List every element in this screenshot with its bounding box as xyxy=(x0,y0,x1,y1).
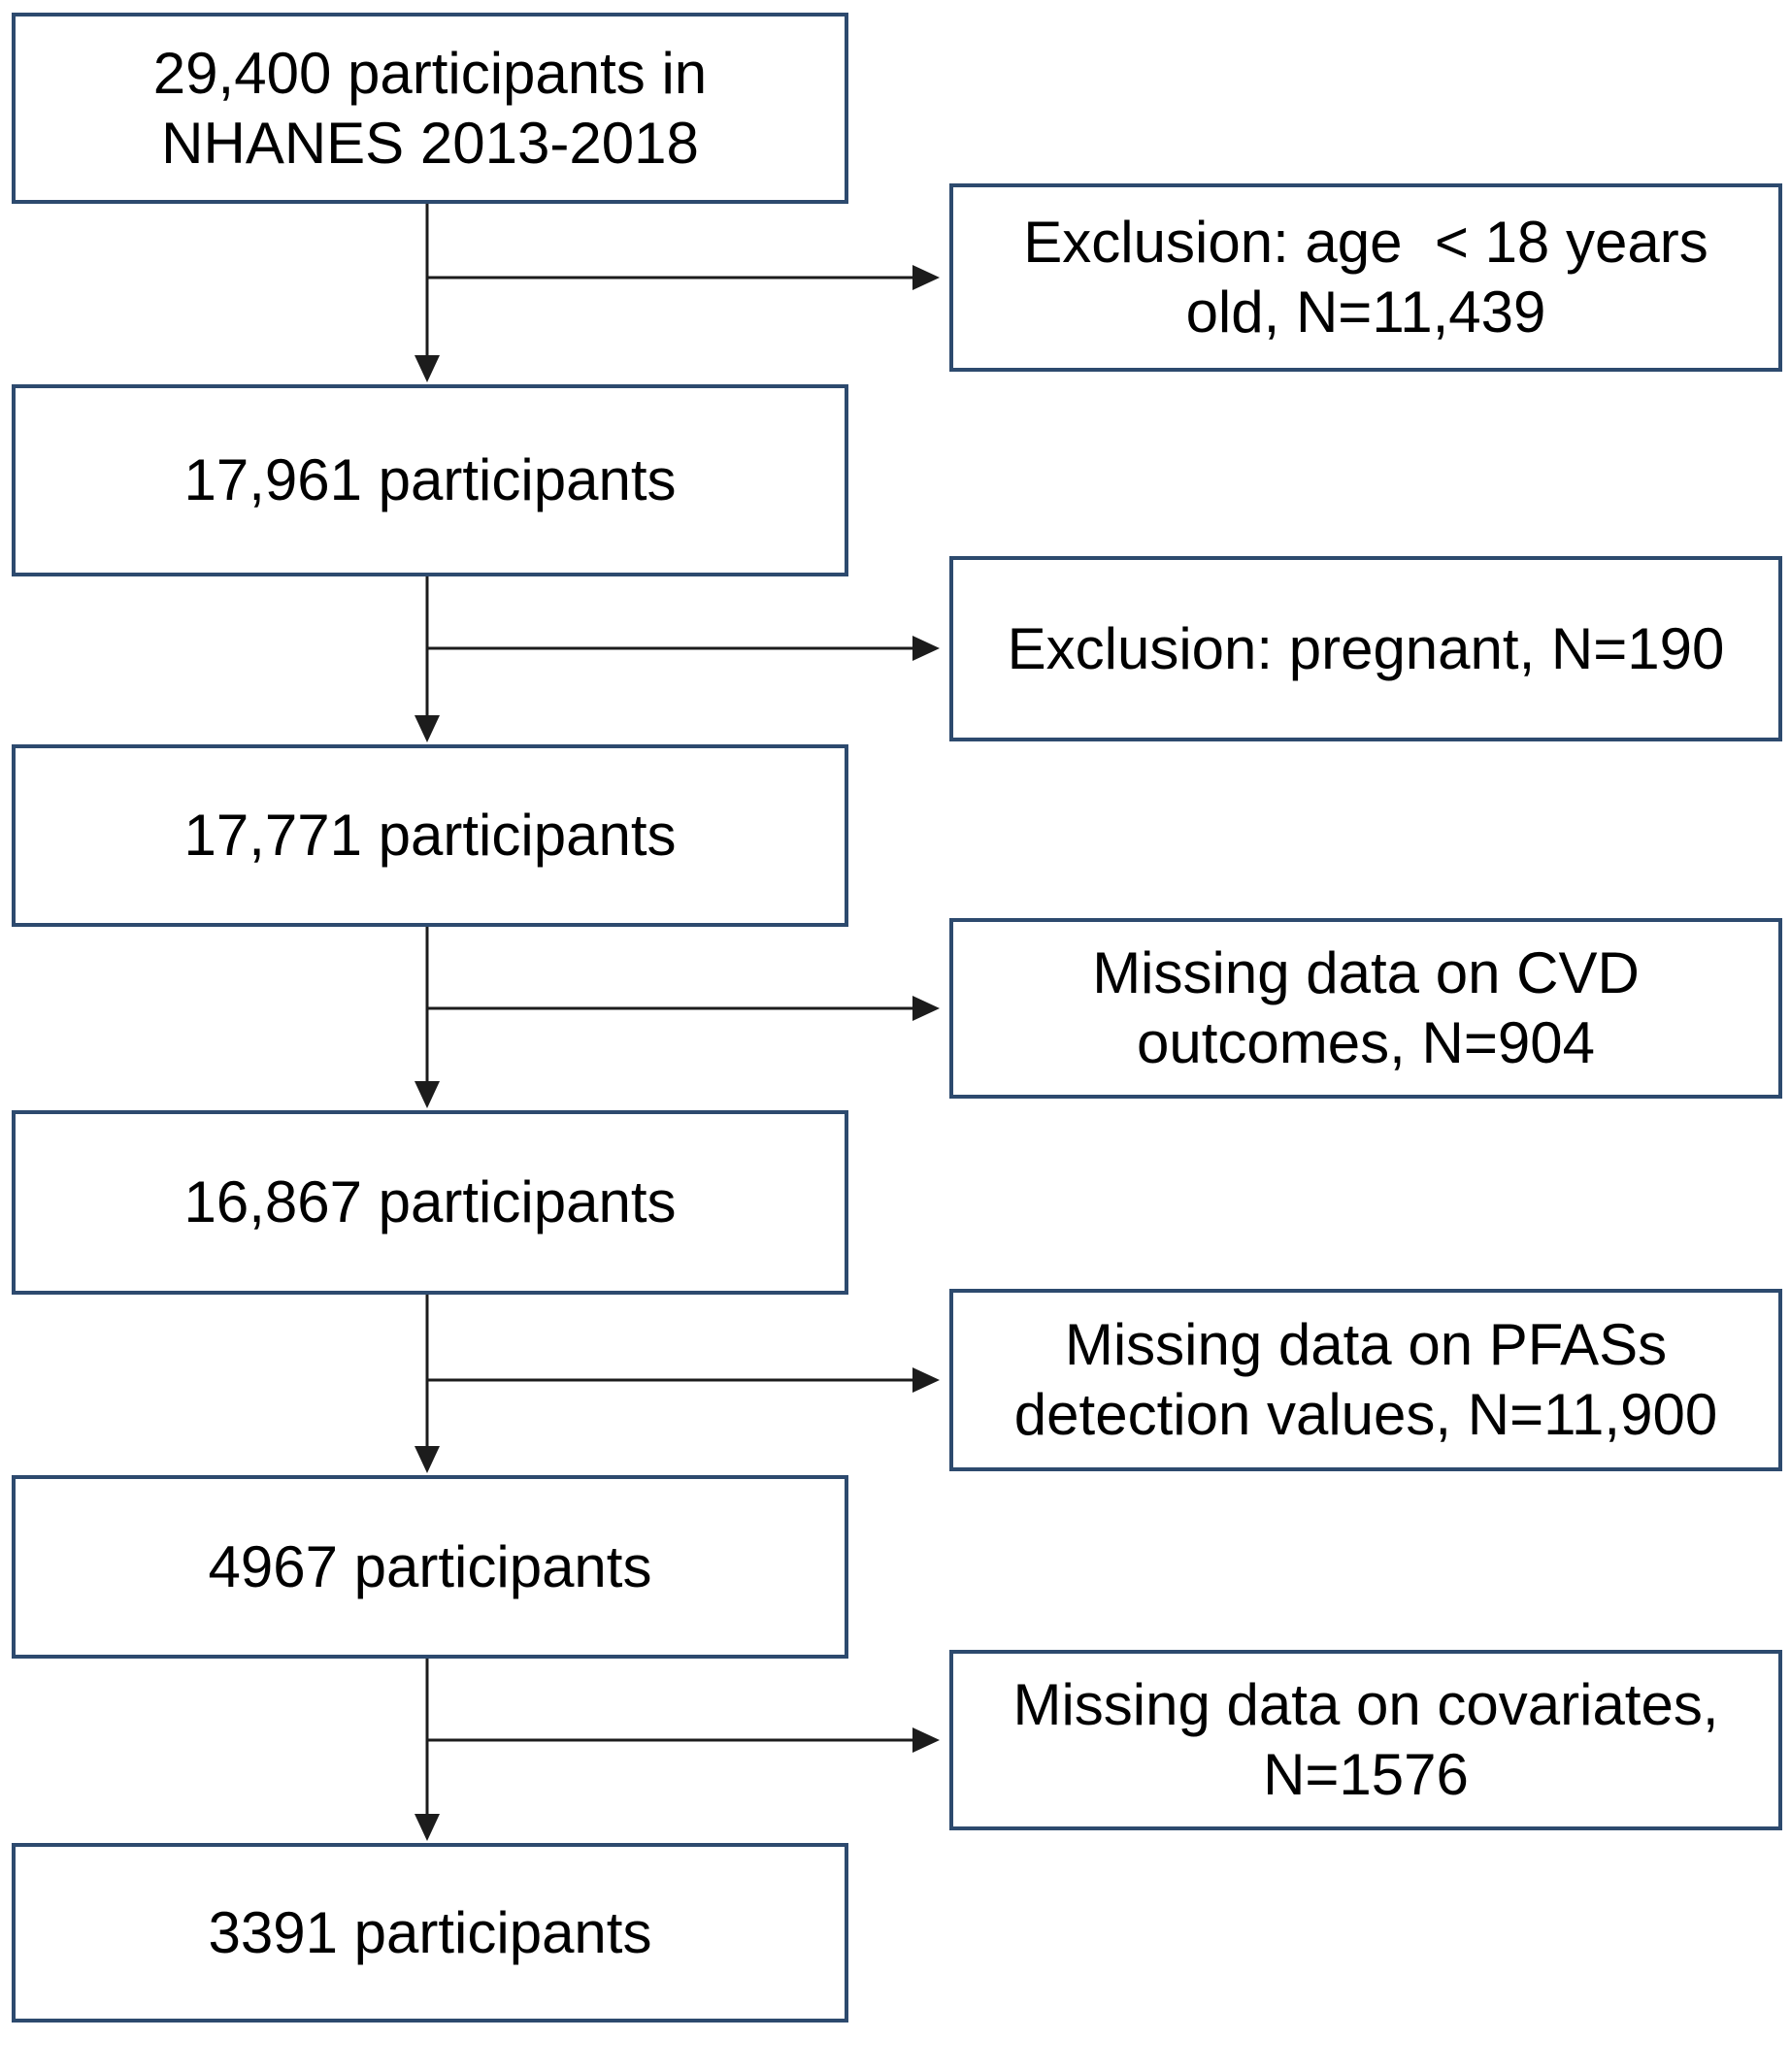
arrow-right-3 xyxy=(427,996,940,1021)
box-participants-16867-label: 16,867 participants xyxy=(183,1169,677,1234)
arrow-down-4 xyxy=(415,1295,440,1473)
box-participants-3391-label: 3391 participants xyxy=(208,1899,652,1965)
box-participants-17961: 17,961 participants xyxy=(12,384,848,576)
box-participants-17771: 17,771 participants xyxy=(12,744,848,927)
box-participants-17771-label: 17,771 participants xyxy=(183,803,677,868)
box-exclusion-pfas-missing-label: Missing data on PFASs detection values, … xyxy=(1013,1312,1718,1447)
arrow-down-3 xyxy=(415,927,440,1108)
box-participants-3391: 3391 participants xyxy=(12,1843,848,2023)
box-nhanes-total: 29,400 participants in NHANES 2013-2018 xyxy=(12,13,848,204)
box-participants-4967: 4967 participants xyxy=(12,1475,848,1659)
box-exclusion-pfas-missing: Missing data on PFASs detection values, … xyxy=(949,1289,1782,1471)
box-participants-17961-label: 17,961 participants xyxy=(183,447,677,512)
box-exclusion-covariates-missing: Missing data on covariates, N=1576 xyxy=(949,1650,1782,1830)
box-exclusion-covariates-missing-label: Missing data on covariates, N=1576 xyxy=(1012,1672,1719,1807)
arrow-right-4 xyxy=(427,1367,940,1393)
box-exclusion-cvd-missing-label: Missing data on CVD outcomes, N=904 xyxy=(1092,940,1640,1075)
arrow-down-2 xyxy=(415,576,440,742)
arrow-right-1 xyxy=(427,265,940,290)
box-exclusion-age: Exclusion: age < 18 years old, N=11,439 xyxy=(949,183,1782,372)
box-exclusion-age-label: Exclusion: age < 18 years old, N=11,439 xyxy=(1023,210,1708,345)
box-participants-4967-label: 4967 participants xyxy=(208,1533,652,1599)
arrow-down-5 xyxy=(415,1659,440,1841)
box-exclusion-pregnant: Exclusion: pregnant, N=190 xyxy=(949,556,1782,741)
box-exclusion-pregnant-label: Exclusion: pregnant, N=190 xyxy=(1007,615,1725,681)
box-participants-16867: 16,867 participants xyxy=(12,1110,848,1295)
arrow-down-1 xyxy=(415,204,440,382)
arrow-right-5 xyxy=(427,1727,940,1753)
box-exclusion-cvd-missing: Missing data on CVD outcomes, N=904 xyxy=(949,918,1782,1099)
box-nhanes-total-label: 29,400 participants in NHANES 2013-2018 xyxy=(152,40,708,176)
arrow-right-2 xyxy=(427,636,940,661)
